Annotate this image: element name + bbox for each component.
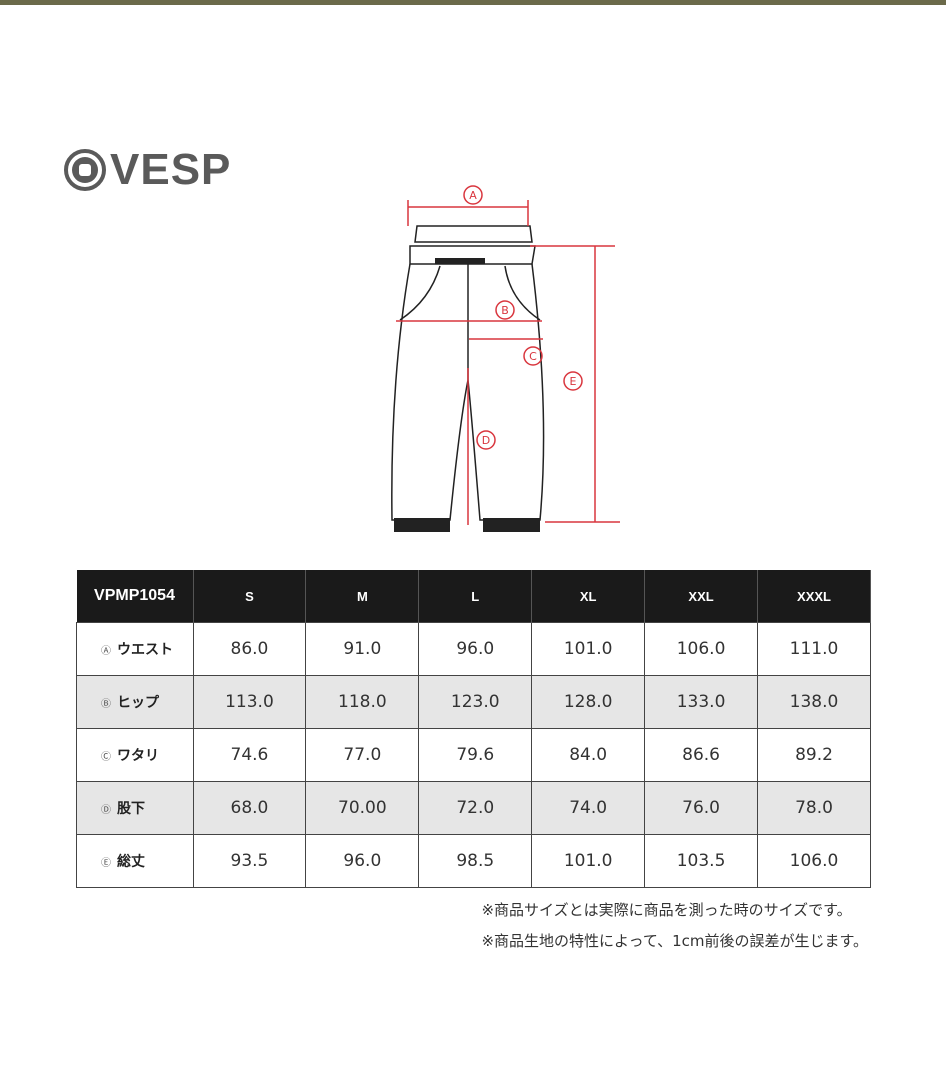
measurement-label: Ⓐ ウエスト <box>76 622 194 676</box>
measurement-value: 96.0 <box>305 834 420 888</box>
measurement-value: 68.0 <box>192 781 307 835</box>
measurement-name: ヒップ <box>117 695 159 711</box>
measurement-value: 111.0 <box>757 622 871 676</box>
measurement-value: 113.0 <box>192 675 307 729</box>
measurement-value: 106.0 <box>644 622 759 676</box>
size-chart-table: VPMP1054 S M L XL XXL XXXL Ⓐ ウエスト 86.0 91.0… <box>76 570 871 888</box>
measurement-value: 101.0 <box>531 834 646 888</box>
measurement-value: 79.6 <box>418 728 533 782</box>
size-header: XXXL <box>757 570 871 623</box>
label-c: C <box>529 350 537 363</box>
measurement-label: Ⓒ ワタリ <box>76 728 194 782</box>
size-header: S <box>193 570 307 623</box>
note: ※商品生地の特性によって、1cm前後の誤差が生じます。 <box>481 932 868 950</box>
size-header: M <box>305 570 420 623</box>
measurement-value: 96.0 <box>418 622 533 676</box>
measurement-value: 72.0 <box>418 781 533 835</box>
measurement-value: 89.2 <box>757 728 871 782</box>
model-number: VPMP1054 <box>76 570 194 623</box>
measurement-value: 138.0 <box>757 675 871 729</box>
brand-logo: VESP <box>64 148 231 192</box>
table-row: Ⓒ ワタリ 74.6 77.0 79.6 84.0 86.6 89.2 <box>76 728 871 782</box>
marker: Ⓐ <box>101 646 111 657</box>
measurement-value: 77.0 <box>305 728 420 782</box>
measurement-name: ウエスト <box>117 642 173 658</box>
note: ※商品サイズとは実際に商品を測った時のサイズです。 <box>481 901 852 919</box>
measurement-name: 股下 <box>117 801 145 817</box>
label-e: E <box>570 375 577 388</box>
measurement-value: 123.0 <box>418 675 533 729</box>
measurement-value: 86.6 <box>644 728 759 782</box>
size-header: L <box>418 570 533 623</box>
label-a: A <box>469 189 477 202</box>
measurement-value: 86.0 <box>192 622 307 676</box>
pants-diagram: A B C D E <box>391 185 620 532</box>
measurement-value: 91.0 <box>305 622 420 676</box>
measurement-value: 70.00 <box>305 781 420 835</box>
measurement-value: 98.5 <box>418 834 533 888</box>
measurement-value: 101.0 <box>531 622 646 676</box>
top-image-strip <box>0 0 946 5</box>
table-header-row: VPMP1054 S M L XL XXL XXXL <box>76 570 871 623</box>
measurement-value: 74.6 <box>192 728 307 782</box>
logo-emblem-icon <box>64 149 106 191</box>
notes: ※商品サイズとは実際に商品を測った時のサイズです。 ※商品生地の特性によって、1… <box>481 895 868 957</box>
measurement-value: 118.0 <box>305 675 420 729</box>
marker: Ⓒ <box>101 752 111 763</box>
measurement-value: 128.0 <box>531 675 646 729</box>
measurement-name: 総丈 <box>117 854 145 870</box>
table-row: Ⓔ 総丈 93.5 96.0 98.5 101.0 103.5 106.0 <box>76 834 871 888</box>
table-row: Ⓐ ウエスト 86.0 91.0 96.0 101.0 106.0 111.0 <box>76 622 871 676</box>
measurement-value: 93.5 <box>192 834 307 888</box>
measurement-value: 74.0 <box>531 781 646 835</box>
measurement-name: ワタリ <box>117 748 159 764</box>
marker: Ⓔ <box>101 858 111 869</box>
measurement-value: 76.0 <box>644 781 759 835</box>
label-d: D <box>482 434 490 447</box>
measurement-value: 133.0 <box>644 675 759 729</box>
brand-name: VESP <box>110 145 232 194</box>
measurement-value: 103.5 <box>644 834 759 888</box>
table-row: Ⓑ ヒップ 113.0 118.0 123.0 128.0 133.0 138.0 <box>76 675 871 729</box>
marker: Ⓓ <box>101 805 111 816</box>
marker: Ⓑ <box>101 699 111 710</box>
measurement-label: Ⓓ 股下 <box>76 781 194 835</box>
size-header: XXL <box>644 570 759 623</box>
label-b: B <box>501 304 509 317</box>
measurement-label: Ⓑ ヒップ <box>76 675 194 729</box>
measurement-value: 78.0 <box>757 781 871 835</box>
measurement-value: 106.0 <box>757 834 871 888</box>
size-header: XL <box>531 570 646 623</box>
table-row: Ⓓ 股下 68.0 70.00 72.0 74.0 76.0 78.0 <box>76 781 871 835</box>
measurement-label: Ⓔ 総丈 <box>76 834 194 888</box>
measurement-value: 84.0 <box>531 728 646 782</box>
